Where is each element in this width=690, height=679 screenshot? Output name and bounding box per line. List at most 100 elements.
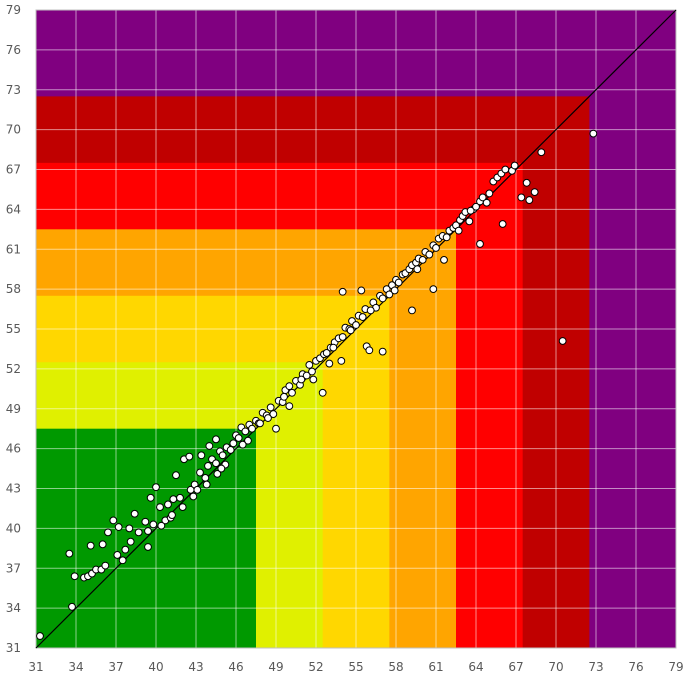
data-point-99 — [385, 290, 394, 299]
data-point-45 — [212, 459, 220, 468]
y-tick-label-11: 64 — [6, 202, 21, 216]
data-point-18 — [126, 537, 135, 546]
data-point-143 — [440, 255, 448, 264]
x-tick-label-3: 40 — [148, 660, 163, 674]
data-point-135 — [510, 161, 519, 170]
y-tick-label-3: 40 — [6, 521, 21, 535]
y-tick-label-16: 79 — [6, 3, 21, 17]
plot-border — [35, 9, 677, 649]
data-point-174 — [466, 206, 475, 215]
x-tick-label-5: 46 — [228, 660, 243, 674]
data-point-10 — [86, 541, 95, 550]
x-tick-label-16: 79 — [668, 660, 683, 674]
data-point-128 — [482, 198, 491, 207]
data-point-84 — [338, 333, 347, 341]
data-point-0 — [36, 632, 44, 640]
x-tick-label-14: 73 — [588, 660, 603, 674]
x-tick-label-0: 31 — [28, 660, 43, 674]
data-point-40 — [197, 451, 206, 460]
y-tick-label-1: 34 — [6, 601, 21, 615]
data-point-2 — [65, 549, 74, 558]
data-point-25 — [146, 493, 155, 502]
data-point-166 — [297, 375, 306, 384]
data-point-79 — [322, 349, 331, 357]
data-point-153 — [589, 129, 598, 138]
x-tick-label-8: 55 — [348, 660, 363, 674]
data-point-156 — [244, 436, 252, 445]
data-point-29 — [164, 500, 172, 509]
data-point-160 — [189, 492, 198, 501]
data-point-62 — [266, 403, 275, 412]
data-point-123 — [465, 217, 474, 226]
data-point-22 — [141, 517, 150, 526]
data-point-33 — [176, 493, 184, 502]
y-axis-tick-labels: 31 34 37 40 43 46 49 52 55 58 61 64 67 70 73 76 79 — [6, 3, 21, 655]
data-point-69 — [288, 388, 296, 397]
data-point-164 — [149, 520, 158, 529]
data-point-176 — [217, 464, 226, 473]
data-point-80 — [325, 359, 334, 368]
x-axis-tick-labels: 31 34 37 40 43 46 49 52 55 58 61 64 67 70 73 76 79 — [28, 660, 683, 674]
y-tick-label-4: 43 — [6, 482, 21, 496]
y-tick-label-12: 67 — [6, 163, 21, 177]
data-point-64 — [272, 424, 280, 433]
x-tick-label-7: 52 — [308, 660, 323, 674]
x-tick-label-12: 67 — [508, 660, 523, 674]
data-point-51 — [229, 439, 238, 448]
data-point-111 — [425, 250, 434, 259]
data-point-39 — [196, 468, 204, 477]
data-point-172 — [413, 265, 422, 274]
data-point-163 — [157, 521, 166, 530]
data-point-168 — [329, 343, 338, 352]
data-point-116 — [442, 233, 451, 242]
gridlines — [35, 9, 677, 649]
data-point-75 — [308, 367, 316, 376]
data-point-93 — [365, 346, 374, 355]
data-point-139 — [525, 196, 534, 204]
data-point-155 — [256, 419, 264, 428]
x-tick-label-2: 37 — [108, 660, 123, 674]
data-point-38 — [193, 485, 202, 494]
data-point-145 — [408, 306, 416, 315]
data-point-175 — [238, 440, 247, 449]
data-point-13 — [109, 516, 118, 525]
x-tick-label-15: 76 — [628, 660, 643, 674]
data-point-88 — [352, 321, 360, 329]
data-point-68 — [285, 382, 294, 391]
y-tick-label-13: 70 — [6, 123, 21, 137]
data-point-63 — [269, 410, 278, 418]
data-point-129 — [485, 189, 494, 198]
x-tick-label-10: 61 — [428, 660, 443, 674]
data-point-97 — [378, 294, 387, 303]
data-point-127 — [478, 193, 487, 202]
data-point-48 — [218, 451, 227, 460]
y-tick-label-9: 58 — [6, 282, 21, 296]
y-tick-label-7: 52 — [6, 362, 21, 376]
data-point-41 — [201, 473, 210, 482]
reference-line-group — [35, 9, 677, 649]
y-tick-label-2: 37 — [6, 561, 21, 575]
data-point-27 — [156, 503, 164, 512]
data-point-154 — [264, 414, 272, 422]
reference-line — [35, 9, 677, 649]
data-point-50 — [226, 446, 235, 454]
data-point-162 — [168, 511, 176, 519]
data-point-171 — [390, 286, 399, 295]
data-point-12 — [104, 528, 112, 537]
x-tick-label-13: 70 — [548, 660, 563, 674]
data-point-57 — [248, 424, 256, 433]
data-point-19 — [125, 524, 134, 533]
data-point-165 — [280, 392, 288, 401]
data-point-1 — [68, 602, 76, 611]
data-point-146 — [378, 347, 387, 356]
data-point-14 — [114, 523, 123, 531]
data-point-109 — [418, 255, 427, 264]
data-point-136 — [537, 148, 546, 157]
data-point-137 — [522, 178, 531, 187]
data-point-55 — [241, 427, 250, 436]
data-point-148 — [337, 357, 346, 365]
data-point-147 — [357, 286, 366, 295]
data-point-73 — [302, 371, 311, 380]
data-point-151 — [338, 287, 347, 296]
data-point-35 — [185, 452, 194, 461]
